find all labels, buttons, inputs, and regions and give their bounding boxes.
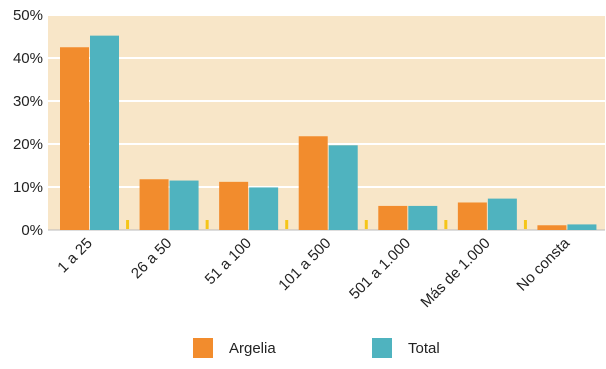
x-tick-label: 501 a 1.000 [346,235,414,303]
x-tick-label: 26 a 50 [128,235,175,282]
group-separator [285,220,289,229]
bar-total [169,180,199,230]
x-tick-label: 1 a 25 [54,235,96,277]
legend-label-total: Total [408,340,440,357]
y-tick-label: 30% [13,93,43,110]
y-tick-label: 40% [13,50,43,67]
bar-argelia [378,205,408,230]
legend-swatch-total [372,338,392,358]
group-separator [205,220,209,229]
bar-total [567,224,597,230]
x-tick-label: 101 a 500 [275,235,334,294]
bar-argelia [60,47,89,230]
bar-argelia [537,225,567,230]
bar-argelia [219,181,249,230]
y-tick-label: 10% [13,179,43,196]
x-tick-label: 51 a 100 [202,235,255,288]
y-tick-label: 0% [21,222,43,239]
legend-swatch-argelia [193,338,213,358]
legend: Argelia Total [193,338,440,358]
plot-area: 0% 10% 20% 30% 40% 50% 1 a 25 26 a 50 51 a 100 10… [13,7,605,311]
group-separator [126,220,130,229]
bar-total [249,187,279,230]
group-separator [523,220,527,229]
bar-total [328,145,358,230]
bar-argelia [139,179,169,230]
group-separator [444,220,448,229]
y-tick-label: 50% [13,7,43,24]
x-tick-label: No consta [513,234,573,294]
y-tick-label: 20% [13,136,43,153]
bar-total [408,205,438,230]
legend-label-argelia: Argelia [229,340,276,357]
bar-argelia [298,136,328,230]
bar-total [90,35,119,230]
x-tick-label: Más de 1.000 [417,235,493,311]
bar-argelia [457,202,487,230]
bar-total [487,198,517,230]
group-separator [364,220,368,229]
